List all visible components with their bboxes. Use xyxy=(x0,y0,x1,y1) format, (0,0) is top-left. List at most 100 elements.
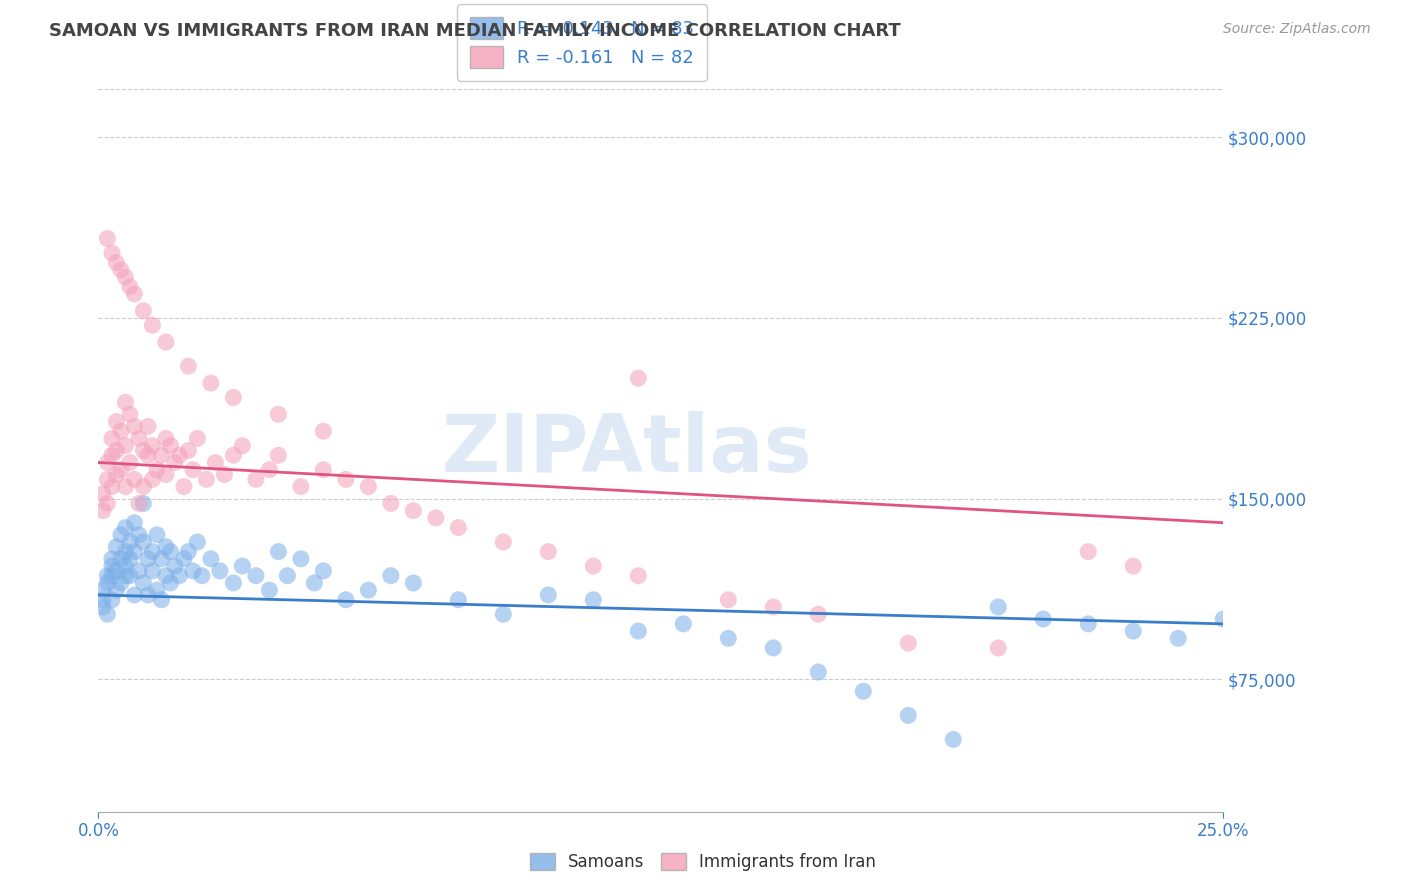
Point xyxy=(128,528,150,542)
Point xyxy=(136,419,159,434)
Point xyxy=(105,467,128,482)
Point xyxy=(267,407,290,422)
Point xyxy=(146,528,169,542)
Point xyxy=(91,503,114,517)
Point xyxy=(186,535,208,549)
Point xyxy=(191,568,214,582)
Point xyxy=(1077,616,1099,631)
Point xyxy=(169,448,191,462)
Point xyxy=(132,496,155,510)
Point xyxy=(96,607,118,622)
Point xyxy=(150,551,173,566)
Point xyxy=(91,592,114,607)
Point xyxy=(91,487,114,501)
Point xyxy=(146,463,169,477)
Point xyxy=(1032,612,1054,626)
Point xyxy=(852,684,875,698)
Text: ZIPAtlas: ZIPAtlas xyxy=(441,411,813,490)
Point xyxy=(276,568,298,582)
Point xyxy=(897,708,920,723)
Point xyxy=(110,424,132,438)
Point xyxy=(1167,632,1189,646)
Point xyxy=(110,576,132,591)
Point xyxy=(150,592,173,607)
Point xyxy=(118,455,141,469)
Point xyxy=(110,463,132,477)
Point xyxy=(447,592,470,607)
Point xyxy=(807,665,830,679)
Point xyxy=(402,503,425,517)
Point xyxy=(105,564,128,578)
Point xyxy=(101,448,124,462)
Point xyxy=(169,568,191,582)
Point xyxy=(177,359,200,373)
Point xyxy=(118,279,141,293)
Legend: R = -0.143   N = 83, R = -0.161   N = 82: R = -0.143 N = 83, R = -0.161 N = 82 xyxy=(457,4,707,81)
Text: Source: ZipAtlas.com: Source: ZipAtlas.com xyxy=(1223,22,1371,37)
Point xyxy=(101,480,124,494)
Point xyxy=(762,640,785,655)
Point xyxy=(204,455,226,469)
Point xyxy=(304,576,326,591)
Point xyxy=(259,463,281,477)
Point xyxy=(312,564,335,578)
Point xyxy=(259,583,281,598)
Point xyxy=(717,592,740,607)
Point xyxy=(762,599,785,614)
Point xyxy=(214,467,236,482)
Point xyxy=(136,551,159,566)
Point xyxy=(132,303,155,318)
Point xyxy=(101,551,124,566)
Point xyxy=(627,568,650,582)
Point xyxy=(114,520,136,534)
Point xyxy=(627,371,650,385)
Point xyxy=(245,472,267,486)
Point xyxy=(96,496,118,510)
Point xyxy=(118,407,141,422)
Point xyxy=(124,419,146,434)
Point xyxy=(128,564,150,578)
Point xyxy=(105,415,128,429)
Point xyxy=(163,455,186,469)
Point xyxy=(942,732,965,747)
Point xyxy=(267,544,290,558)
Point xyxy=(155,540,177,554)
Point xyxy=(177,544,200,558)
Point xyxy=(1212,612,1234,626)
Point xyxy=(124,544,146,558)
Point xyxy=(114,480,136,494)
Point xyxy=(141,318,163,333)
Point xyxy=(132,535,155,549)
Point xyxy=(141,544,163,558)
Point xyxy=(114,559,136,574)
Point xyxy=(128,496,150,510)
Point xyxy=(267,448,290,462)
Point xyxy=(987,599,1010,614)
Point xyxy=(1122,624,1144,639)
Point xyxy=(177,443,200,458)
Point xyxy=(208,564,231,578)
Point xyxy=(537,544,560,558)
Point xyxy=(335,592,357,607)
Point xyxy=(141,472,163,486)
Point xyxy=(245,568,267,582)
Point xyxy=(163,559,186,574)
Point xyxy=(101,432,124,446)
Point xyxy=(492,535,515,549)
Point xyxy=(105,443,128,458)
Point xyxy=(200,376,222,390)
Point xyxy=(101,246,124,260)
Point xyxy=(402,576,425,591)
Point xyxy=(118,535,141,549)
Legend: Samoans, Immigrants from Iran: Samoans, Immigrants from Iran xyxy=(522,845,884,880)
Point xyxy=(124,588,146,602)
Point xyxy=(200,551,222,566)
Point xyxy=(146,583,169,598)
Point xyxy=(91,599,114,614)
Point xyxy=(290,480,312,494)
Point xyxy=(290,551,312,566)
Point xyxy=(897,636,920,650)
Point xyxy=(195,472,218,486)
Point xyxy=(492,607,515,622)
Point xyxy=(582,592,605,607)
